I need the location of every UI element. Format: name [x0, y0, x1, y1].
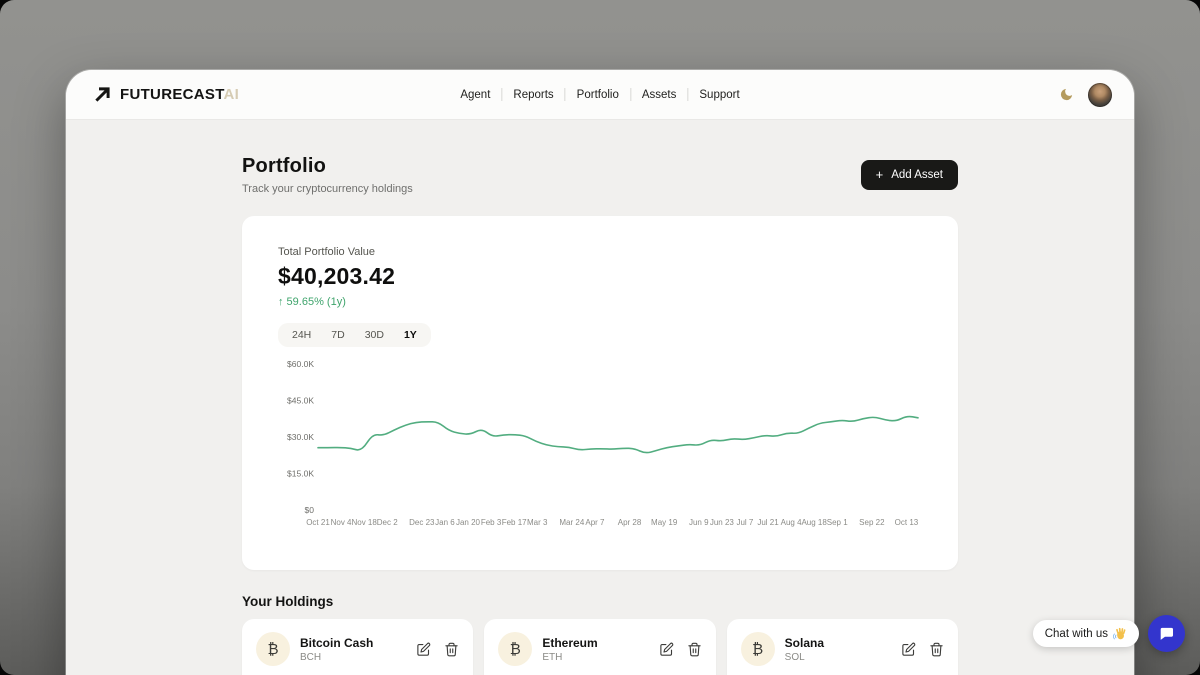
moon-icon — [1060, 88, 1073, 101]
holding-card-ethereum: ₿ Ethereum ETH — [484, 619, 716, 675]
svg-text:Aug 18: Aug 18 — [801, 518, 827, 527]
svg-text:$45.0K: $45.0K — [287, 396, 314, 406]
delete-asset-button[interactable] — [929, 642, 944, 657]
page-title: Portfolio — [242, 155, 327, 177]
chat-tooltip[interactable]: Chat with us — [1032, 620, 1139, 647]
holdings-list: ₿ Bitcoin Cash BCH — [242, 619, 958, 675]
svg-text:Jun 9: Jun 9 — [689, 518, 709, 527]
chat-widget: Chat with us — [1032, 615, 1185, 652]
holding-card-bitcoin-cash: ₿ Bitcoin Cash BCH — [242, 619, 474, 675]
edit-icon — [659, 642, 673, 656]
plus-icon: + — [875, 167, 884, 182]
svg-text:May 19: May 19 — [651, 518, 678, 527]
dark-mode-toggle[interactable] — [1059, 87, 1074, 102]
svg-text:Sep 1: Sep 1 — [827, 518, 848, 527]
svg-text:Jan 6: Jan 6 — [435, 518, 455, 527]
range-24h-button[interactable]: 24H — [284, 327, 319, 343]
trash-icon — [445, 642, 459, 656]
nav-item-reports[interactable]: Reports — [513, 88, 554, 101]
svg-text:Feb 3: Feb 3 — [481, 518, 502, 527]
svg-text:Aug 4: Aug 4 — [781, 518, 802, 527]
range-1y-button[interactable]: 1Y — [396, 327, 425, 343]
portfolio-value-card: Total Portfolio Value $40,203.42 ↑ 59.65… — [242, 216, 958, 570]
svg-text:$30.0K: $30.0K — [287, 432, 314, 442]
asset-symbol: SOL — [784, 651, 805, 663]
time-range-selector: 24H 7D 30D 1Y — [278, 323, 431, 347]
holding-card-solana: ₿ Solana SOL — [726, 619, 958, 675]
asset-name: Solana — [784, 635, 825, 650]
svg-text:Jul 7: Jul 7 — [736, 518, 753, 527]
range-30d-button[interactable]: 30D — [357, 327, 392, 343]
holdings-title: Your Holdings — [242, 594, 334, 609]
svg-text:Apr 7: Apr 7 — [585, 518, 605, 527]
svg-text:Mar 3: Mar 3 — [527, 518, 548, 527]
edit-asset-button[interactable] — [659, 642, 674, 657]
svg-text:Dec 23: Dec 23 — [409, 518, 435, 527]
nav-item-agent[interactable]: Agent — [460, 88, 491, 101]
coin-icon: ₿ — [740, 632, 775, 666]
main-nav: Agent Reports Portfolio Assets Support — [460, 88, 740, 101]
asset-symbol: BCH — [300, 651, 322, 663]
asset-names: Solana SOL — [785, 636, 824, 663]
header-actions — [1059, 82, 1112, 107]
edit-asset-button[interactable] — [416, 642, 431, 657]
main-content: Portfolio Track your cryptocurrency hold… — [242, 155, 958, 675]
app-window: FUTURECASTAI Agent Reports Portfolio Ass… — [66, 70, 1134, 675]
svg-text:Jul 21: Jul 21 — [757, 518, 779, 527]
nav-divider — [564, 88, 566, 101]
svg-text:Nov 18: Nov 18 — [351, 518, 377, 527]
nav-divider — [687, 88, 689, 101]
svg-text:Jun 23: Jun 23 — [710, 518, 735, 527]
asset-names: Ethereum ETH — [542, 636, 597, 663]
coin-icon: ₿ — [256, 632, 290, 666]
range-7d-button[interactable]: 7D — [323, 327, 352, 343]
value-change: ↑ 59.65% (1y) — [278, 296, 346, 308]
asset-name: Ethereum — [542, 635, 598, 650]
delete-asset-button[interactable] — [444, 642, 459, 657]
portfolio-chart: $60.0K $45.0K $30.0K $15.0K $0 Oct 21 Nov 4 Nov… — [287, 359, 919, 527]
trash-icon — [930, 642, 943, 656]
nav-divider — [501, 88, 503, 101]
svg-text:Apr 28: Apr 28 — [618, 518, 642, 527]
nav-divider — [629, 88, 631, 101]
edit-icon — [902, 642, 916, 656]
add-asset-button[interactable]: + Add Asset — [860, 160, 958, 190]
asset-names: Bitcoin Cash BCH — [300, 636, 373, 663]
svg-text:Dec 2: Dec 2 — [377, 518, 398, 527]
speech-bubble-icon — [1160, 627, 1174, 640]
brand-logo[interactable]: FUTURECASTAI — [92, 84, 239, 105]
svg-text:Jan 20: Jan 20 — [456, 518, 481, 527]
total-value-label: Total Portfolio Value — [278, 246, 376, 258]
nav-item-assets[interactable]: Assets — [641, 88, 677, 101]
svg-text:Mar 24: Mar 24 — [559, 518, 584, 527]
user-avatar[interactable] — [1088, 82, 1112, 107]
edit-asset-button[interactable] — [901, 642, 916, 657]
logo-arrow-icon — [95, 87, 110, 102]
page-subtitle: Track your cryptocurrency holdings — [242, 183, 413, 195]
asset-name: Bitcoin Cash — [300, 635, 374, 650]
svg-text:$15.0K: $15.0K — [287, 469, 314, 479]
svg-text:$0: $0 — [305, 505, 315, 515]
coin-icon: ₿ — [498, 632, 533, 666]
svg-text:Nov 4: Nov 4 — [331, 518, 352, 527]
wave-hand-icon — [1113, 627, 1126, 639]
nav-item-support[interactable]: Support — [699, 88, 740, 101]
svg-text:Sep 22: Sep 22 — [859, 518, 885, 527]
app-header: FUTURECASTAI Agent Reports Portfolio Ass… — [66, 70, 1134, 120]
trash-icon — [687, 642, 701, 656]
nav-item-portfolio[interactable]: Portfolio — [576, 88, 619, 101]
svg-text:Oct 21: Oct 21 — [306, 518, 330, 527]
page-heading-block: Portfolio Track your cryptocurrency hold… — [242, 155, 413, 195]
asset-symbol: ETH — [542, 651, 563, 663]
svg-text:$60.0K: $60.0K — [287, 359, 314, 369]
chat-button[interactable] — [1148, 615, 1185, 652]
delete-asset-button[interactable] — [687, 642, 702, 657]
svg-text:Feb 17: Feb 17 — [502, 518, 527, 527]
brand-name: FUTURECASTAI — [120, 85, 240, 103]
svg-text:Oct 13: Oct 13 — [895, 518, 919, 527]
total-portfolio-value: $40,203.42 — [278, 263, 396, 289]
edit-icon — [417, 642, 431, 656]
